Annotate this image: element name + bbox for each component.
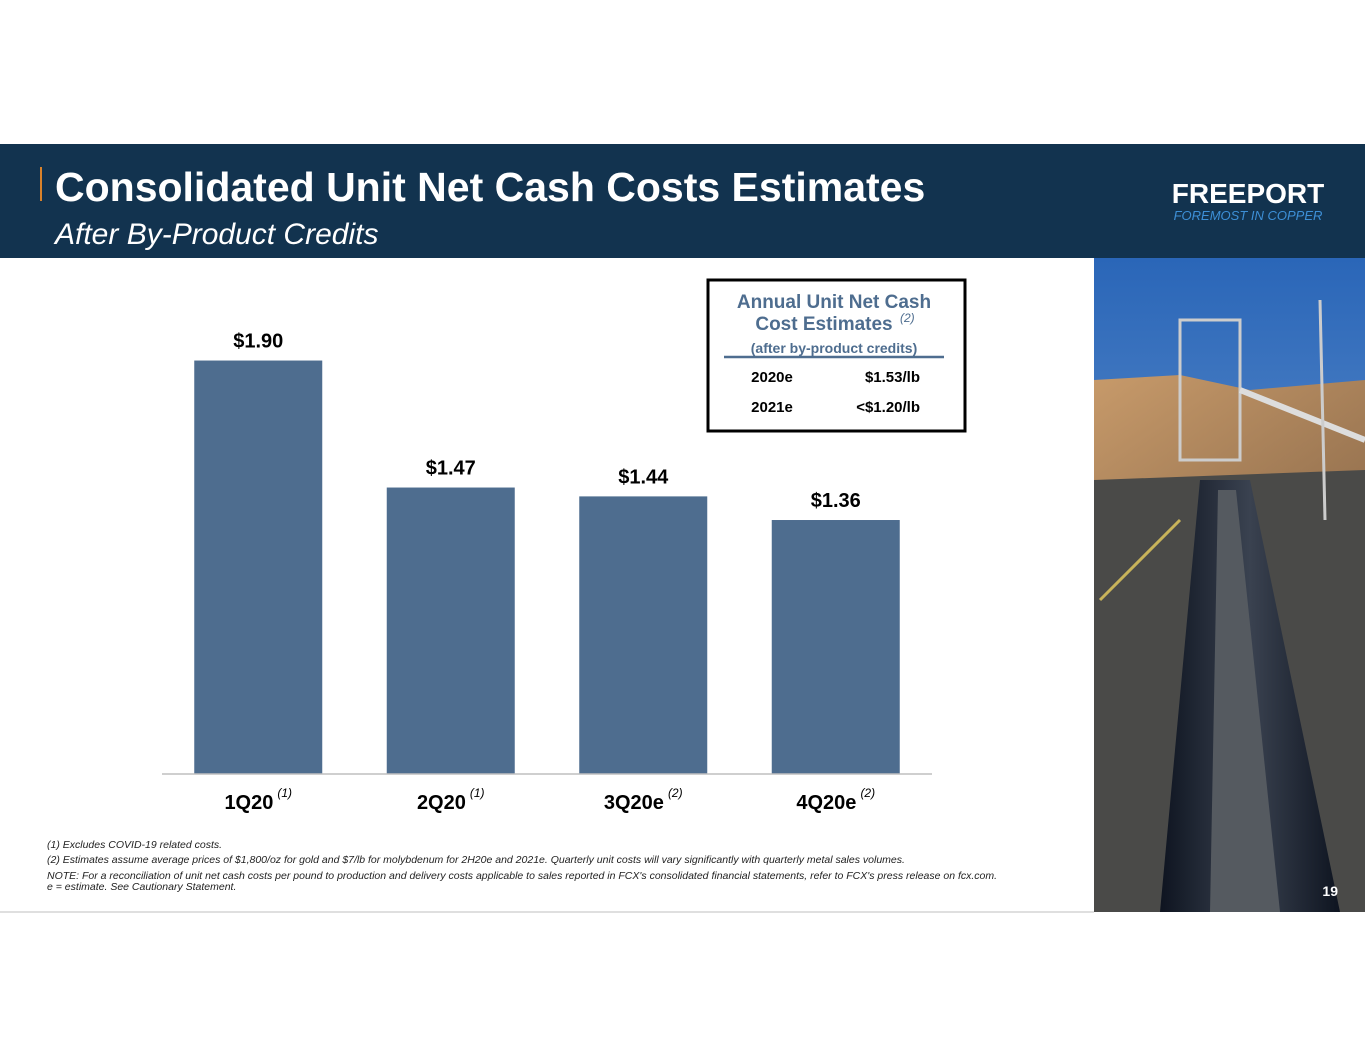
bar — [771, 520, 900, 774]
table-box — [706, 278, 967, 433]
category: 4Q20e — [796, 792, 856, 814]
header-band — [0, 144, 1365, 258]
x-tick-label: 2Q20 (1) — [417, 786, 485, 814]
table-cell: $1.53/lb — [865, 369, 920, 386]
plot: $1.90 1Q20 (1) $1.47 2Q20 (1) $1.44 3Q20e (2) $1.… — [194, 331, 900, 814]
x-tick-label: 1Q20 (1) — [224, 786, 292, 814]
logo-tagline: FOREMOST IN COPPER — [1174, 208, 1323, 223]
bar — [579, 496, 708, 774]
x-tick-label: 3Q20e (2) — [604, 786, 683, 814]
footnote: e = estimate. See Cautionary Statement. — [47, 881, 236, 893]
logo-name: FREEPORT — [1172, 178, 1324, 209]
value-label: $1.47 — [426, 458, 476, 480]
footnote: (1) Excludes COVID-19 related costs. — [47, 839, 222, 851]
photo — [1094, 258, 1365, 912]
footnote: NOTE: For a reconciliation of unit net c… — [47, 870, 997, 882]
value-label: $1.44 — [618, 466, 669, 488]
table-cell: 2020e — [751, 369, 793, 386]
value-label: $1.36 — [811, 490, 861, 512]
value-label: $1.90 — [233, 331, 283, 353]
x-tick-label: 4Q20e (2) — [796, 786, 875, 814]
footnote: (2) Estimates assume average prices of $… — [47, 854, 905, 866]
bar — [386, 487, 515, 774]
bar — [194, 360, 323, 774]
table-title-note: (2) — [900, 311, 915, 325]
table-title: Annual Unit Net Cash — [737, 292, 931, 313]
category: 1Q20 — [224, 792, 273, 814]
table-title: Cost Estimates — [755, 314, 892, 335]
table-cell: <$1.20/lb — [856, 399, 920, 416]
category: 3Q20e — [604, 792, 664, 814]
category-note: (2) — [860, 786, 875, 800]
annual-table: Annual Unit Net Cash Cost Estimates (2) … — [706, 278, 967, 433]
subtitle: After By-Product Credits — [53, 218, 378, 251]
category-note: (1) — [470, 786, 485, 800]
category-note: (2) — [668, 786, 683, 800]
table-cell: 2021e — [751, 399, 793, 416]
page-number: 19 — [1322, 883, 1338, 899]
category-note: (1) — [277, 786, 292, 800]
table-subtitle: (after by-product credits) — [751, 340, 917, 356]
category: 2Q20 — [417, 792, 466, 814]
title: Consolidated Unit Net Cash Costs Estimat… — [55, 164, 925, 210]
